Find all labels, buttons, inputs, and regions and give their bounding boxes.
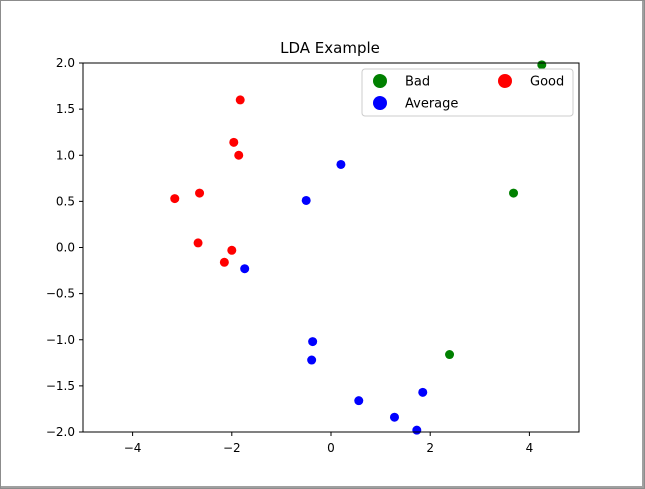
data-point-average (307, 355, 317, 365)
x-tick-label: 2 (426, 441, 434, 455)
data-points (170, 60, 547, 435)
y-tick-label: 0.0 (56, 241, 75, 255)
data-point-good (234, 150, 244, 160)
y-tick-label: −1.0 (46, 333, 75, 347)
y-tick-label: 2.0 (56, 56, 75, 70)
legend-label-good: Good (530, 75, 564, 90)
data-point-average (418, 387, 428, 397)
x-tick-label: 0 (327, 441, 335, 455)
legend-label-average: Average (405, 97, 458, 112)
y-tick-label: 0.5 (56, 194, 75, 208)
legend: Bad Average Good (361, 68, 574, 117)
y-tick-label: −0.5 (46, 287, 75, 301)
x-tick-label: −4 (124, 441, 142, 455)
data-point-average (301, 195, 311, 205)
data-point-good (193, 238, 203, 248)
data-point-bad (509, 188, 519, 198)
x-tick-label: 4 (526, 441, 534, 455)
data-point-average (308, 337, 318, 347)
data-point-average (354, 396, 364, 406)
y-tick-label: 1.0 (56, 148, 75, 162)
data-point-average (412, 425, 422, 435)
axis-ticks: −4 −2 0 2 4 −2.0 −1.5 −1.0 −0.5 0.0 0.5 1.0 1.5 2.0 (46, 56, 533, 455)
data-point-average (336, 159, 346, 169)
chart-title: LDA Example (280, 39, 380, 57)
data-point-good (227, 245, 237, 255)
legend-marker-good (498, 74, 512, 88)
legend-marker-average (373, 96, 387, 110)
plot-area-frame (82, 62, 580, 433)
y-tick-label: −2.0 (46, 425, 75, 439)
y-tick-label: −1.5 (46, 379, 75, 393)
y-tick-label: 1.5 (56, 102, 75, 116)
legend-marker-bad (373, 74, 387, 88)
data-point-good (235, 95, 245, 105)
data-point-good (219, 257, 229, 267)
data-point-good (229, 137, 239, 147)
legend-label-bad: Bad (405, 75, 430, 90)
data-point-average (240, 264, 250, 274)
x-tick-label: −2 (223, 441, 241, 455)
data-point-bad (537, 60, 547, 70)
data-point-good (195, 188, 205, 198)
data-point-bad (445, 350, 455, 360)
legend-box (361, 68, 574, 117)
data-point-good (170, 194, 180, 204)
data-point-average (389, 412, 399, 422)
